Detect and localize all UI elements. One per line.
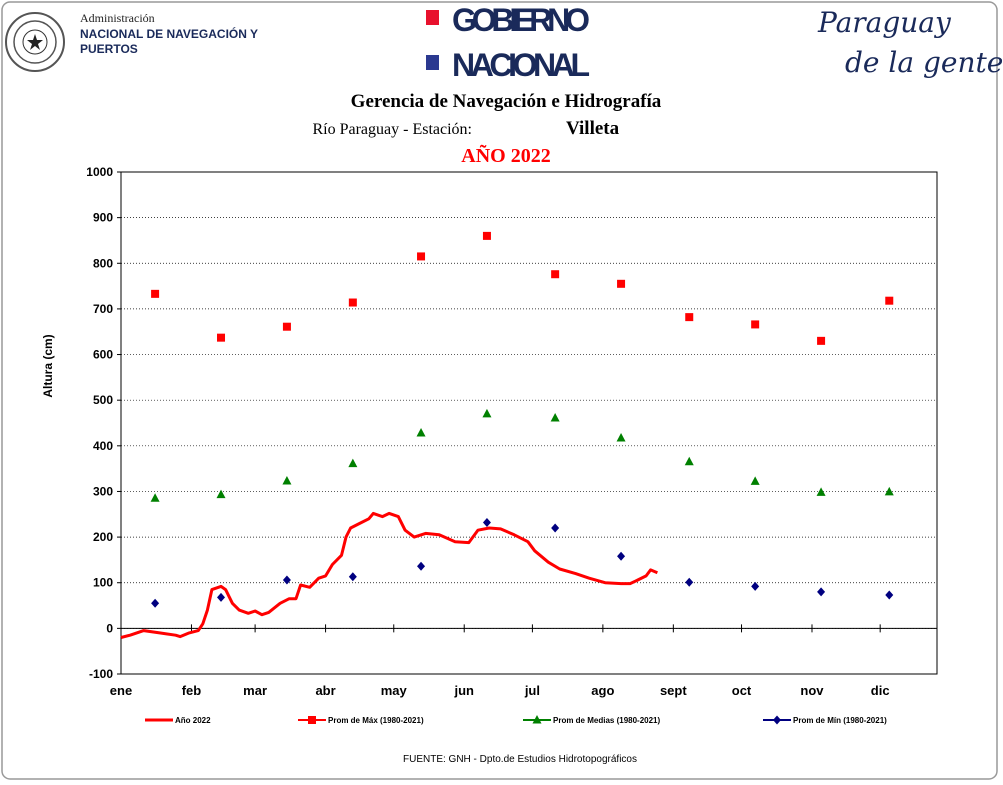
marker [551, 270, 560, 279]
x-tick-label: dic [871, 683, 890, 698]
marker [482, 517, 491, 527]
agency: NACIONAL DE NAVEGACIÓN Y [80, 26, 258, 41]
marker [482, 231, 491, 240]
marker [151, 598, 160, 608]
marker [417, 252, 426, 261]
legend-label: Prom de Medias (1980-2021) [553, 716, 660, 725]
chart-title: Gerencia de Navegación e Hidrografía [351, 91, 662, 112]
x-tick-label: abr [315, 683, 335, 698]
marker [684, 456, 694, 466]
y-tick-label: 200 [93, 530, 113, 544]
marker [816, 487, 826, 496]
marker [282, 575, 291, 585]
y-tick-label: 900 [93, 211, 113, 225]
legend-label: Prom de Máx (1980-2021) [328, 716, 424, 725]
y-tick-label: 0 [106, 621, 113, 635]
marker [750, 476, 760, 485]
marker [532, 715, 542, 724]
marker [617, 551, 626, 561]
x-tick-label: jul [524, 683, 540, 698]
marker [416, 428, 426, 437]
x-tick-label: feb [182, 683, 202, 698]
marker [884, 486, 894, 496]
y-tick-label: -100 [89, 667, 113, 681]
legend-label: Prom de Mín (1980-2021) [793, 716, 887, 725]
marker [150, 493, 160, 502]
marker [617, 279, 626, 288]
y-tick-label: 700 [93, 302, 113, 316]
marker [885, 590, 894, 600]
icon [426, 10, 439, 25]
y-tick-label: 400 [93, 439, 113, 453]
icon [426, 55, 439, 70]
marker [417, 561, 426, 571]
x-tick-label: mar [243, 683, 267, 698]
x-tick-label: ago [591, 683, 614, 698]
marker [685, 313, 694, 322]
x-tick-label: oct [732, 683, 752, 698]
source: FUENTE: GNH - Dpto.de Estudios Hidrotopo… [403, 754, 637, 765]
marker [616, 433, 626, 442]
agency: Administración [80, 11, 155, 25]
y-tick-label: 600 [93, 348, 113, 362]
y-tick-label: 800 [93, 256, 113, 270]
slogan: de la gente [845, 46, 1003, 79]
marker [551, 523, 560, 533]
legend-label: Año 2022 [175, 716, 211, 725]
marker [151, 289, 160, 298]
logo [5, 12, 65, 72]
x-tick-label: nov [800, 683, 824, 698]
marker [217, 592, 226, 602]
marker [282, 322, 291, 331]
plot-border [120, 171, 938, 675]
marker [751, 320, 760, 329]
y-tick-label: 500 [93, 393, 113, 407]
marker [773, 715, 781, 725]
marker [885, 296, 894, 305]
year-title: AÑO 2022 [461, 144, 550, 167]
subtitle: Río Paraguay - Estación: [312, 121, 472, 138]
marker [751, 581, 760, 591]
marker [348, 572, 357, 582]
gov-logo: GOBIERNO [452, 2, 590, 38]
marker [217, 333, 226, 342]
agency: PUERTOS [80, 42, 138, 56]
x-tick-label: ene [110, 683, 132, 698]
y-tick-label: 1000 [86, 165, 113, 179]
y-tick-label: 100 [93, 576, 113, 590]
marker [216, 489, 226, 499]
data-line [120, 511, 658, 639]
marker [348, 298, 357, 307]
marker [308, 716, 316, 724]
marker [282, 475, 292, 485]
x-tick-label: sept [660, 683, 687, 698]
marker [817, 336, 826, 345]
marker [817, 587, 826, 597]
slogan: Paraguay [817, 6, 952, 39]
gov-logo: NACIONAL [452, 47, 590, 83]
y-axis-label: Altura (cm) [41, 334, 55, 397]
x-tick-label: jun [453, 683, 474, 698]
station: Villeta [566, 118, 620, 139]
marker [550, 412, 560, 422]
marker [348, 458, 358, 468]
marker [482, 408, 492, 418]
x-tick-label: may [381, 683, 408, 698]
marker [685, 577, 694, 587]
y-tick-label: 300 [93, 484, 113, 498]
